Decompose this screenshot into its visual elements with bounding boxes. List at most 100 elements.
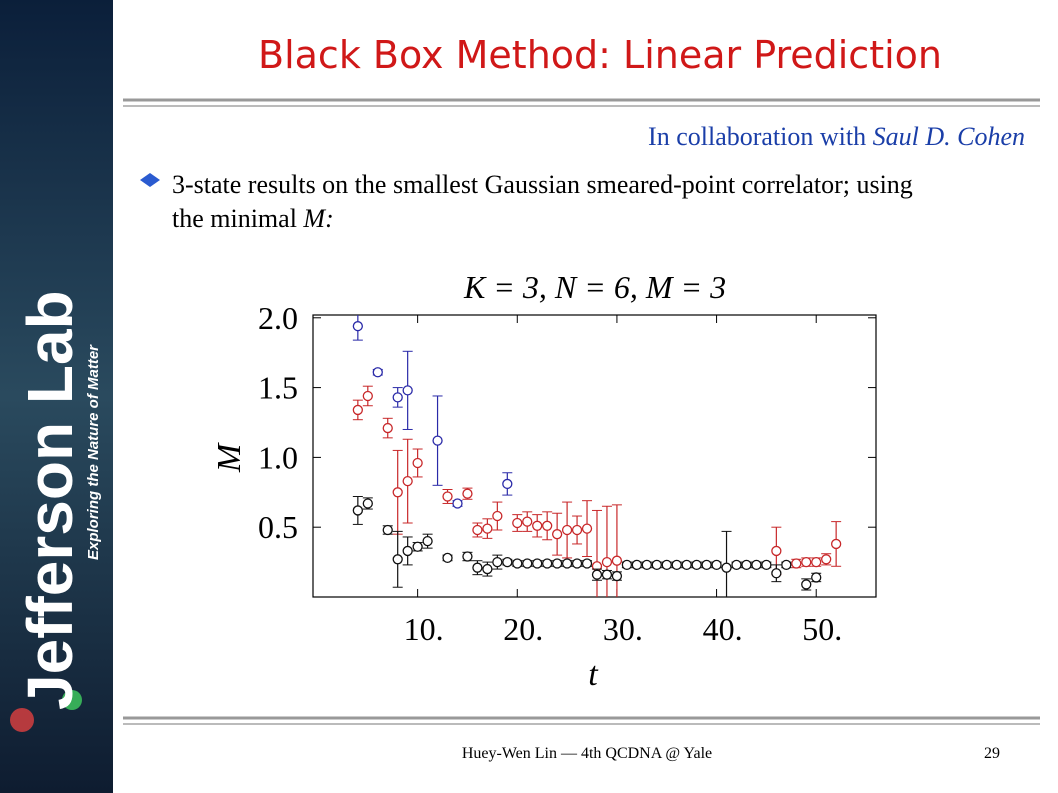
data-point [462, 488, 473, 499]
data-point [482, 523, 493, 534]
collab-prefix: In collaboration with [648, 122, 866, 151]
data-point [581, 523, 593, 534]
data-point [561, 524, 573, 536]
data-point [830, 538, 842, 550]
plot-frame [312, 314, 877, 598]
data-point [372, 367, 383, 378]
data-point [362, 498, 373, 509]
data-point [721, 562, 732, 573]
data-point [542, 520, 553, 531]
collaboration: In collaboration with Saul D. Cohen [648, 122, 1025, 151]
data-point [462, 551, 473, 562]
data-point [492, 556, 503, 568]
data-point [611, 570, 623, 582]
data-point [671, 559, 682, 571]
data-point [711, 559, 722, 571]
data-point [651, 559, 662, 571]
x-axis-label: t [588, 656, 599, 693]
bullet-text: 3-state results on the smallest Gaussian… [172, 168, 932, 236]
x-tick-label: 20. [503, 611, 543, 647]
data-point [512, 517, 523, 529]
data-point [611, 555, 623, 566]
data-point [761, 559, 772, 571]
y-tick-label: 1.5 [258, 370, 298, 406]
data-point [422, 536, 433, 547]
data-point [731, 559, 742, 571]
data-point [522, 516, 533, 527]
data-point [532, 558, 543, 569]
data-point [402, 385, 413, 396]
data-point [392, 554, 403, 565]
bullet-var: M: [303, 204, 334, 233]
data-point [502, 478, 513, 490]
data-point [512, 558, 523, 569]
bullet-body: 3-state results on the smallest Gaussian… [172, 170, 913, 233]
bullet-icon [140, 173, 160, 187]
data-point [551, 529, 563, 540]
logo-name: Jefferson Lab [14, 290, 86, 710]
data-point [601, 569, 613, 580]
data-point [412, 541, 423, 552]
sidebar [0, 0, 113, 793]
data-point [551, 558, 563, 569]
data-point [661, 559, 672, 571]
chart-subtitle: K = 3, N = 6, M = 3 [463, 269, 726, 305]
data-point [502, 556, 513, 568]
x-tick-label: 40. [703, 611, 743, 647]
data-point [382, 422, 393, 434]
data-point [392, 392, 403, 403]
data-point [412, 457, 423, 469]
y-tick-label: 0.5 [258, 509, 298, 545]
data-point [771, 545, 782, 557]
footer: Huey-Wen Lin — 4th QCDNA @ Yale [462, 745, 712, 762]
data-point [561, 558, 573, 569]
collab-name: Saul D. Cohen [873, 122, 1025, 151]
data-point [482, 563, 493, 575]
page-number: 29 [984, 745, 1000, 762]
x-tick-label: 50. [802, 611, 842, 647]
data-point [452, 498, 463, 509]
data-point [392, 487, 403, 498]
data-point [811, 572, 822, 583]
x-tick-label: 10. [404, 611, 444, 647]
data-point [621, 559, 633, 571]
data-point [641, 559, 652, 571]
data-point [571, 558, 583, 569]
data-point [352, 321, 363, 332]
data-point [801, 579, 812, 590]
data-point [581, 558, 593, 569]
data-point [542, 558, 553, 569]
data-point [681, 559, 692, 571]
logo-tagline: Exploring the Nature of Matter [85, 344, 102, 560]
y-tick-label: 2.0 [258, 300, 298, 336]
data-point [472, 524, 483, 536]
data-point [631, 559, 642, 571]
glow [62, 690, 82, 710]
data-point [771, 568, 782, 579]
data-point [701, 559, 712, 571]
x-tick-label: 30. [603, 611, 643, 647]
chart: K = 3, N = 6, M = 3 t M 0.5 1.0 1.5 2.0 10. 2… [211, 269, 877, 693]
data-point [801, 556, 812, 568]
slide-title: Black Box Method: Linear Prediction [258, 33, 942, 77]
data-point [601, 556, 613, 568]
y-tick-label: 1.0 [258, 439, 298, 475]
data-point [352, 505, 363, 516]
data-point [442, 491, 453, 502]
data-point [532, 520, 543, 531]
data-point [522, 558, 533, 569]
data-point [402, 475, 413, 487]
data-point [791, 558, 802, 569]
data-point [362, 390, 373, 402]
data-point [382, 524, 393, 536]
data-point [402, 545, 413, 557]
data-point [781, 559, 792, 571]
data-point [442, 552, 453, 564]
data-point [751, 559, 762, 571]
data-point [811, 556, 822, 568]
data-point [741, 559, 752, 571]
y-axis-label: M [211, 442, 248, 473]
data-point [691, 559, 702, 571]
